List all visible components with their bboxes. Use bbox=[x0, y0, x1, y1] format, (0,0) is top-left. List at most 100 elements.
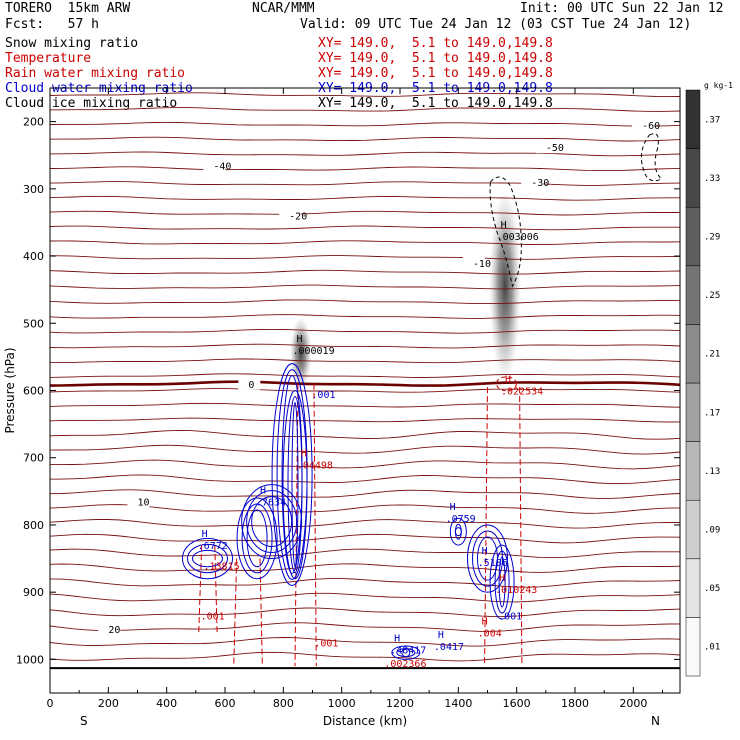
y-tick-label: 500 bbox=[23, 317, 44, 330]
cloud-water-contour bbox=[246, 509, 268, 568]
colorbar-unit: g kg-1 bbox=[704, 81, 733, 90]
isotherm-line bbox=[50, 607, 680, 618]
rain-contour-top bbox=[495, 376, 517, 392]
colorbar-segment bbox=[685, 324, 701, 384]
cloud-water-contour bbox=[182, 537, 233, 580]
max-value-label: .004 bbox=[478, 629, 502, 640]
max-marker: H bbox=[505, 375, 511, 386]
isotherm-label-bg bbox=[521, 176, 544, 189]
isotherm-line bbox=[50, 651, 680, 662]
isotherm-line bbox=[50, 166, 680, 172]
isotherm-line bbox=[50, 429, 680, 440]
cloud-water-contour bbox=[449, 517, 467, 546]
field-name-cloud-ice: Cloud ice mixing ratio bbox=[5, 96, 178, 111]
colorbar-tick-label: .13 bbox=[704, 467, 720, 477]
isotherm-line bbox=[50, 533, 680, 544]
y-tick-label: 300 bbox=[23, 183, 44, 196]
x-tick-label: 1200 bbox=[386, 697, 414, 710]
isotherm-line bbox=[50, 459, 680, 470]
max-marker: H bbox=[501, 220, 507, 231]
max-marker: H bbox=[296, 334, 302, 345]
cloud-water-contour bbox=[467, 524, 508, 593]
isotherm-line bbox=[50, 402, 680, 408]
isotherm-line bbox=[50, 417, 680, 423]
header-model: TORERO 15km ARW bbox=[5, 1, 131, 16]
max-marker: H bbox=[394, 633, 400, 644]
colorbar-segment bbox=[685, 617, 701, 677]
isotherm-line bbox=[50, 388, 680, 393]
direction-north: N bbox=[651, 714, 660, 728]
max-value-label: .04498 bbox=[297, 460, 333, 471]
isotherm-line bbox=[50, 358, 680, 364]
cloud-water-contour bbox=[241, 503, 273, 574]
cloud-water-contour bbox=[489, 544, 515, 620]
y-tick-label: 400 bbox=[23, 250, 44, 263]
rain-contour-3 bbox=[198, 545, 218, 633]
x-tick-label: 600 bbox=[215, 697, 236, 710]
isotherm-label: -30 bbox=[531, 178, 549, 189]
cloud-water-contour bbox=[236, 497, 278, 580]
x-tick-label: 800 bbox=[273, 697, 294, 710]
header-center: NCAR/MMM bbox=[252, 1, 315, 16]
isotherm-line bbox=[50, 373, 680, 378]
max-marker: H bbox=[438, 630, 444, 641]
y-tick-label: 200 bbox=[23, 116, 44, 129]
isotherm-line bbox=[50, 240, 680, 246]
max-value-label: .6772 bbox=[198, 541, 228, 552]
colorbar-tick-label: .33 bbox=[704, 174, 720, 184]
cloud-water-contour bbox=[454, 527, 462, 537]
isotherm-line bbox=[50, 225, 680, 231]
cloud-water-contour bbox=[291, 402, 299, 568]
isotherm-line bbox=[50, 444, 680, 455]
isotherm-line bbox=[50, 548, 680, 559]
x-tick-label: 1400 bbox=[444, 697, 472, 710]
field-name-rain: Rain water mixing ratio bbox=[5, 66, 186, 81]
max-value-label: .7634 bbox=[256, 497, 286, 508]
colorbar-tick-label: .37 bbox=[704, 115, 720, 125]
colorbar-tick-label: .29 bbox=[704, 233, 720, 243]
max-value-label: .001 bbox=[314, 639, 338, 650]
isotherm-line bbox=[50, 314, 680, 319]
header-valid: Valid: 09 UTC Tue 24 Jan 12 (03 CST Tue … bbox=[300, 17, 692, 32]
cloud-water-contour bbox=[494, 550, 510, 614]
x-tick-label: 1000 bbox=[328, 697, 356, 710]
isotherm-label: -40 bbox=[213, 161, 231, 172]
isotherm-label-bg bbox=[279, 209, 302, 222]
colorbar-segment bbox=[685, 499, 701, 560]
y-tick-label: 600 bbox=[23, 385, 44, 398]
isotherm-line bbox=[50, 637, 680, 647]
isotherm-label: -10 bbox=[473, 259, 491, 270]
colorbar-segment bbox=[685, 148, 701, 208]
x-tick-label: 2000 bbox=[619, 697, 647, 710]
colorbar-segment bbox=[685, 89, 701, 149]
direction-south: S bbox=[80, 714, 88, 728]
isotherm-line bbox=[50, 181, 680, 186]
isotherm-line bbox=[50, 343, 680, 349]
isotherm-line bbox=[50, 284, 680, 290]
isotherm-label: 10 bbox=[138, 497, 150, 508]
header-fcst: Fcst: 57 h bbox=[5, 17, 99, 32]
cloud-water-contour bbox=[246, 490, 298, 554]
cloud-water-contour bbox=[401, 648, 411, 658]
isotherm-line bbox=[50, 195, 680, 201]
max-value-label: .001 bbox=[311, 390, 335, 401]
max-marker: H bbox=[482, 546, 488, 557]
header-init: Init: 00 UTC Sun 22 Jan 12 bbox=[520, 1, 724, 16]
y-tick-label: 800 bbox=[23, 519, 44, 532]
isotherm-label: -60 bbox=[642, 121, 660, 132]
isotherm-label-bg bbox=[238, 377, 261, 390]
field-xy-rain: XY= 149.0, 5.1 to 149.0,149.8 bbox=[318, 66, 553, 81]
x-tick-label: 1600 bbox=[503, 697, 531, 710]
isotherm-line bbox=[50, 92, 680, 98]
max-value-label: .003006 bbox=[497, 232, 539, 243]
isotherm-line bbox=[50, 563, 680, 573]
isotherm-line bbox=[50, 474, 680, 485]
cloud-water-contour bbox=[271, 363, 313, 586]
x-tick-label: 0 bbox=[47, 697, 54, 710]
field-name-snow: Snow mixing ratio bbox=[5, 36, 139, 51]
field-xy-temperature: XY= 149.0, 5.1 to 149.0,149.8 bbox=[318, 51, 553, 66]
max-marker: H bbox=[499, 573, 505, 584]
isotherm-label: -20 bbox=[289, 212, 307, 223]
cloud-water-contour bbox=[241, 484, 303, 560]
